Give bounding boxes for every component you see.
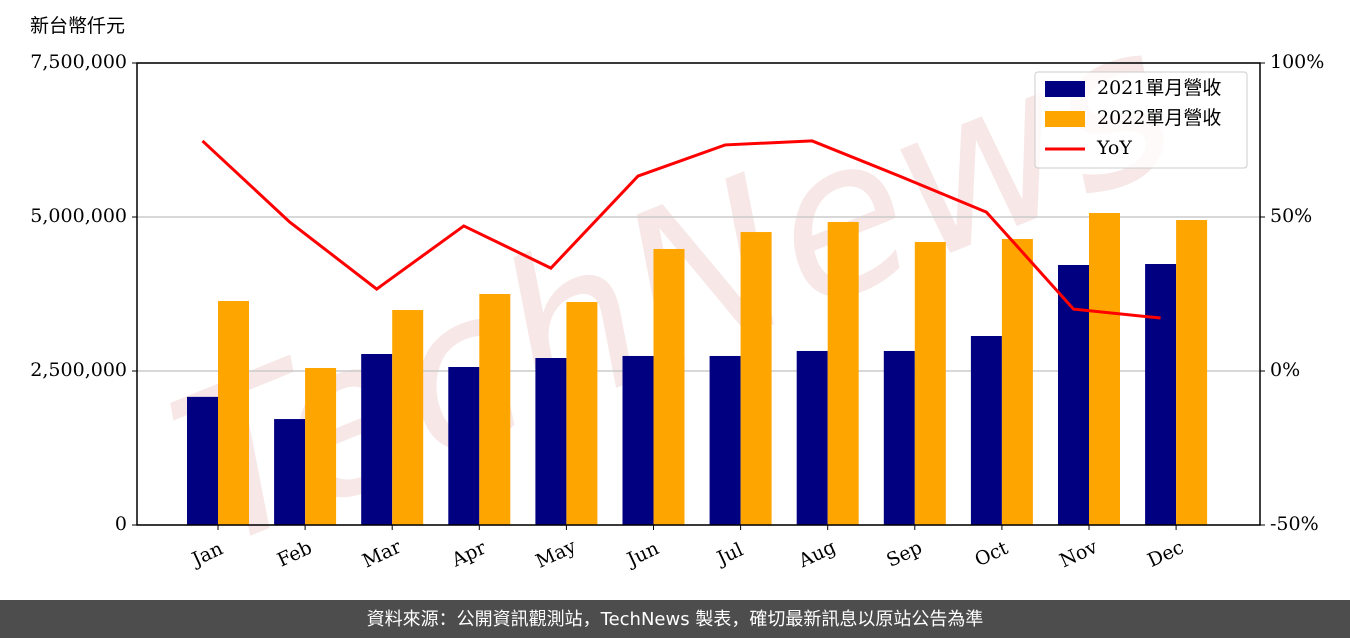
bar — [796, 350, 828, 525]
legend-label: 2022單月營收 — [1097, 107, 1221, 129]
x-tick-label: Aug — [794, 536, 839, 572]
bar — [1058, 264, 1089, 525]
bar — [566, 302, 598, 525]
x-tick-label: Dec — [1144, 536, 1187, 572]
x-tick-label: May — [533, 535, 580, 573]
bar — [305, 367, 337, 525]
bar — [392, 310, 424, 525]
x-tick-label: Jun — [622, 537, 662, 571]
bar — [1176, 220, 1208, 525]
bar — [187, 396, 218, 525]
y-tick-label: 0 — [115, 513, 127, 535]
plot-frame — [136, 62, 1261, 526]
bar — [479, 294, 511, 525]
x-tick-label: Sep — [883, 536, 925, 571]
bar — [740, 232, 772, 525]
bar — [1089, 212, 1120, 525]
legend-label: 2021單月營收 — [1097, 77, 1221, 99]
x-tick-label: Jul — [712, 539, 747, 571]
bar — [914, 242, 946, 526]
legend-swatch — [1045, 81, 1085, 97]
bar — [1001, 238, 1033, 525]
bar — [827, 221, 859, 525]
bar — [535, 358, 567, 525]
legend-swatch — [1045, 111, 1085, 127]
legend-label: YoY — [1096, 137, 1132, 159]
x-tick-label: Oct — [971, 537, 1011, 571]
x-tick-label: Apr — [447, 536, 490, 572]
bar — [653, 248, 685, 525]
x-tick-label: Nov — [1056, 536, 1101, 572]
bar — [218, 301, 249, 525]
legend-box — [1034, 71, 1248, 169]
y-tick-label: 2,500,000 — [30, 359, 127, 381]
bar — [1145, 264, 1177, 525]
y-axis-label: 新台幣仟元 — [30, 15, 125, 37]
bar — [622, 355, 654, 525]
y2-tick-label: 100% — [1270, 51, 1324, 73]
y2-tick-label: 50% — [1270, 205, 1312, 227]
bar — [448, 366, 480, 525]
y2-tick-label: -50% — [1270, 513, 1319, 535]
bar — [883, 350, 915, 525]
y-tick-label: 5,000,000 — [30, 205, 127, 227]
bar — [709, 355, 741, 525]
footer-bar — [0, 600, 1350, 638]
y-tick-label: 7,500,000 — [30, 51, 127, 73]
bar — [970, 336, 1002, 525]
bar — [274, 419, 306, 525]
yoy-line — [201, 139, 1161, 320]
bar — [361, 353, 393, 525]
footer: 資料來源：公開資訊觀測站，TechNews 製表，確切最新訊息以原站公告為準 — [367, 609, 984, 630]
y2-tick-label: 0% — [1270, 359, 1300, 381]
